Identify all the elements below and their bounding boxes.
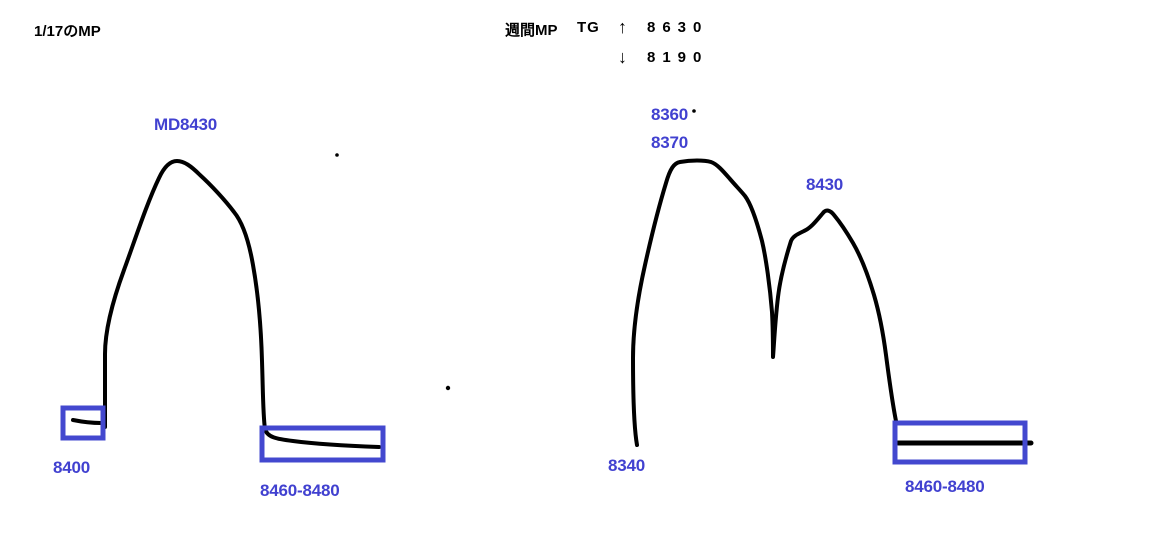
- label-right-8370: 8370: [651, 133, 689, 152]
- label-left-8400: 8400: [53, 458, 91, 477]
- left-open-tick: [71, 418, 103, 425]
- left-chart-title: 1/17のMP: [34, 23, 101, 40]
- label-right-8430: 8430: [806, 175, 844, 194]
- label-right-value-area: 8460-8480: [905, 477, 985, 496]
- stray-dot-3: [692, 109, 696, 113]
- label-left-value-area: 8460-8480: [260, 481, 340, 500]
- target-label: TG: [577, 19, 600, 36]
- label-right-8340: 8340: [608, 456, 646, 475]
- label-md8430: MD8430: [154, 115, 218, 134]
- down-arrow-icon: ↓: [618, 47, 627, 67]
- left-profile-curve: [103, 159, 381, 449]
- stray-dot-1: [335, 153, 339, 157]
- left-open-box: [60, 405, 106, 441]
- right-profile-curve: [631, 158, 898, 447]
- up-arrow-icon: ↑: [618, 17, 627, 37]
- left-value-area-box: [259, 425, 386, 463]
- label-right-8360: 8360: [651, 105, 689, 124]
- weekly-chart-title: 週間MP: [505, 22, 558, 39]
- upper-target-value: 8630: [647, 19, 709, 36]
- right-value-area-box: [892, 420, 1028, 465]
- stray-dot-2: [445, 385, 451, 391]
- lower-target-value: 8190: [647, 49, 709, 66]
